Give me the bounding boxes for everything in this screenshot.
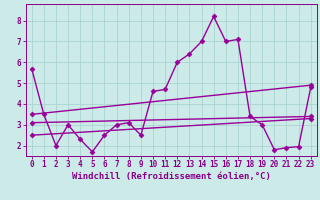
- X-axis label: Windchill (Refroidissement éolien,°C): Windchill (Refroidissement éolien,°C): [72, 172, 271, 181]
